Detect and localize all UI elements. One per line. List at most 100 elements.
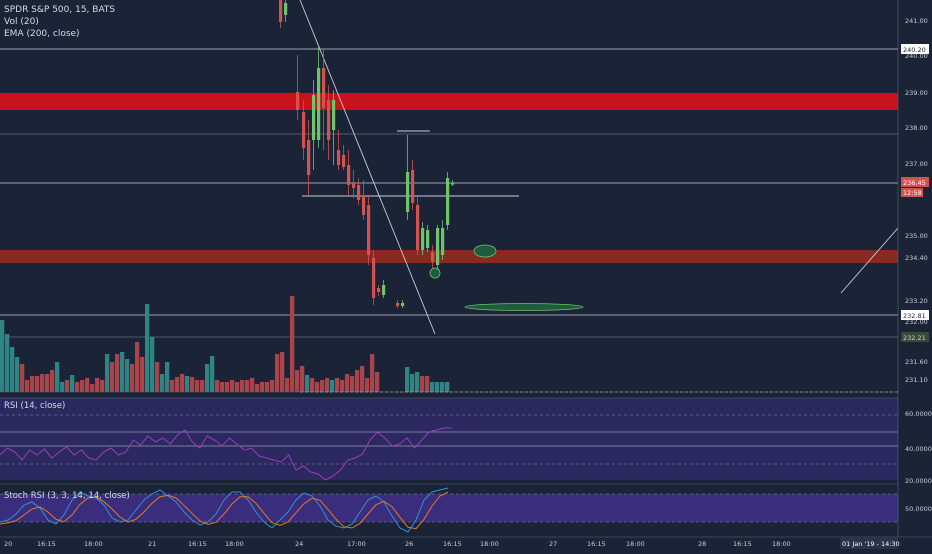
volume-bar	[140, 357, 145, 392]
price-badge-240	[901, 44, 929, 54]
stoch-label[interactable]: Stoch RSI (3, 3, 14, 14, close)	[4, 491, 130, 501]
volume-bar	[250, 378, 255, 392]
time-axis[interactable]	[0, 537, 932, 550]
candle-body	[436, 228, 440, 265]
volume-bar	[10, 347, 15, 392]
support-zone[interactable]	[0, 250, 898, 263]
volume-bar	[130, 364, 135, 392]
volume-bar	[200, 380, 205, 392]
volume-bar	[355, 370, 360, 392]
time-label: 18:00	[772, 540, 791, 548]
time-label: 27	[549, 540, 557, 548]
volume-bar	[405, 367, 410, 392]
trend-line-up[interactable]	[840, 227, 899, 294]
volume-bar	[340, 380, 345, 392]
volume-bar	[235, 382, 240, 392]
time-label: 18:00	[480, 540, 499, 548]
volume-bar	[95, 378, 100, 392]
volume-bar	[65, 380, 70, 392]
volume-bar	[195, 380, 200, 392]
ema-price-text: 232.21	[903, 334, 926, 342]
volume-bar	[290, 296, 295, 392]
rsi-tick: 40.0000	[905, 445, 932, 453]
candle-body	[416, 205, 420, 250]
candle-body	[451, 183, 455, 185]
volume-bar	[245, 380, 250, 392]
volume-bar	[135, 342, 140, 392]
volume-bar	[190, 377, 195, 392]
volume-bar	[170, 380, 175, 392]
volume-bar	[310, 378, 315, 392]
volume-bars	[0, 296, 450, 392]
volume-bar	[185, 376, 190, 392]
time-label: 16:15	[443, 540, 462, 548]
volume-bar	[160, 374, 165, 392]
volume-bar	[255, 384, 260, 392]
volume-bar	[70, 375, 75, 392]
circle-annotation[interactable]	[429, 267, 441, 279]
price-tick: 231.10	[905, 376, 928, 384]
volume-bar	[50, 370, 55, 392]
candle-body	[411, 170, 415, 203]
volume-bar	[165, 362, 170, 392]
ema-price-badge	[901, 332, 929, 342]
volume-bar	[175, 377, 180, 392]
time-label: 21	[148, 540, 156, 548]
volume-bar	[145, 304, 150, 392]
candle-body	[421, 228, 425, 250]
candle-body	[426, 230, 430, 248]
ema-indicator-label[interactable]: EMA (200, close)	[4, 29, 80, 39]
volume-bar	[415, 372, 420, 392]
candle-body	[441, 228, 445, 255]
stoch-band	[0, 494, 898, 522]
volume-bar	[115, 354, 120, 392]
volume-bar	[420, 376, 425, 392]
volume-bar	[365, 378, 370, 392]
volume-bar	[25, 380, 30, 392]
ellipse-annotation-2[interactable]	[464, 303, 584, 311]
last-price-text: 236.45	[903, 179, 926, 187]
volume-bar	[60, 382, 65, 392]
volume-bar	[410, 374, 415, 392]
last-price-badge	[901, 177, 929, 187]
candle-body	[302, 112, 306, 148]
volume-bar	[430, 382, 435, 392]
price-axis[interactable]	[898, 0, 932, 537]
volume-bar	[265, 382, 270, 392]
volume-bar	[110, 362, 115, 392]
price-tick: 241.00	[905, 17, 928, 25]
volume-bar	[80, 380, 85, 392]
time-cursor-badge	[840, 538, 898, 549]
trend-line-down[interactable]	[299, 0, 436, 335]
volume-bar	[90, 384, 95, 392]
volume-bar	[45, 374, 50, 392]
time-label: 16:15	[37, 540, 56, 548]
volume-bar	[210, 356, 215, 392]
candle-body	[307, 140, 311, 175]
volume-indicator-label[interactable]: Vol (20)	[4, 17, 39, 27]
volume-bar	[230, 380, 235, 392]
rsi-pane[interactable]	[0, 398, 898, 480]
rsi-line	[0, 427, 452, 481]
volume-bar	[275, 354, 280, 392]
time-label: 26	[405, 540, 413, 548]
volume-bar	[225, 382, 230, 392]
time-label: 18:00	[626, 540, 645, 548]
symbol-title[interactable]: SPDR S&P 500, 15, BATS	[4, 5, 115, 15]
rsi-label[interactable]: RSI (14, close)	[4, 401, 65, 411]
rsi-tick: 60.0000	[905, 410, 932, 418]
price-badge-text: 240.20	[903, 46, 926, 54]
price-tick: 238.00	[905, 124, 928, 132]
volume-bar	[350, 376, 355, 392]
volume-bar	[0, 320, 5, 392]
volume-bar	[330, 380, 335, 392]
time-label: 17:00	[347, 540, 366, 548]
volume-bar	[285, 378, 290, 392]
resistance-zone[interactable]	[0, 93, 898, 110]
volume-bar	[55, 362, 60, 392]
volume-bar	[370, 354, 375, 392]
volume-bar	[100, 380, 105, 392]
ellipse-annotation-1[interactable]	[473, 244, 497, 258]
